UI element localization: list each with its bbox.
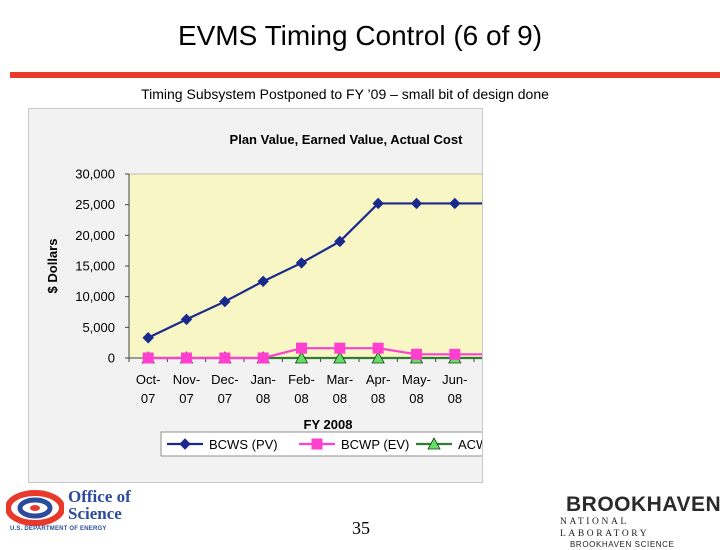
data-point-bcws-pv bbox=[180, 313, 193, 326]
brookhaven-subtitle: NATIONAL LABORATORY bbox=[560, 517, 650, 539]
data-point-acwp-ac bbox=[294, 351, 309, 364]
office-of-science-logo: Office of Science U.S. DEPARTMENT OF ENE… bbox=[4, 488, 154, 534]
data-point-bcws-pv bbox=[410, 197, 423, 210]
chart-title: Plan Value, Earned Value, Actual Cost bbox=[230, 132, 464, 147]
legend-marker-bcwp-ev bbox=[311, 438, 323, 450]
legend-label-bcws-pv: BCWS (PV) bbox=[209, 437, 278, 452]
y-tick-label: 15,000 bbox=[75, 259, 115, 274]
x-tick-label-year: 08 bbox=[448, 391, 462, 406]
series-line-bcwp-ev bbox=[148, 347, 482, 360]
data-point-acwp-ac bbox=[333, 351, 347, 364]
doe-tagline: U.S. DEPARTMENT OF ENERGY bbox=[10, 526, 107, 532]
data-point-bcwp-ev bbox=[334, 342, 346, 354]
legend-label-acwp-ac: ACWP (AC) bbox=[458, 437, 482, 452]
data-point-bcwp-ev bbox=[296, 342, 307, 354]
data-point-bcwp-ev bbox=[257, 352, 269, 364]
data-point-bcwp-ev bbox=[411, 348, 422, 360]
title-rule bbox=[10, 72, 720, 78]
x-tick-label-year: 08 bbox=[333, 391, 347, 406]
slide-subtitle: Timing Subsystem Postponed to FY ’09 – s… bbox=[141, 86, 549, 102]
brookhaven-tagline: BROOKHAVEN SCIENCE bbox=[570, 540, 675, 549]
x-tick-label-month: Feb- bbox=[288, 372, 315, 387]
x-tick-label-year: 08 bbox=[256, 391, 270, 406]
y-tick-label: 20,000 bbox=[75, 228, 115, 243]
data-point-bcwp-ev bbox=[142, 352, 154, 364]
x-tick-label-month: Oct- bbox=[136, 372, 161, 387]
data-point-bcws-pv bbox=[219, 295, 231, 308]
line-chart: Plan Value, Earned Value, Actual Cost 0 5,… bbox=[45, 132, 482, 457]
page-number: 35 bbox=[352, 518, 370, 538]
data-point-bcwp-ev bbox=[219, 352, 231, 364]
plot-area bbox=[128, 173, 482, 359]
legend-label-bcwp-ev: BCWP (EV) bbox=[341, 437, 409, 452]
x-tick-label-month: Nov- bbox=[173, 372, 200, 387]
x-tick-label-year: 07 bbox=[218, 391, 232, 406]
x-tick-label-month: May- bbox=[402, 372, 431, 387]
legend-marker-bcws-pv bbox=[179, 438, 191, 450]
y-tick-label: 10,000 bbox=[75, 289, 115, 304]
x-tick-label-month: Dec- bbox=[211, 372, 238, 387]
brookhaven-logo: BROOKHAVEN NATIONAL LABORATORY BROOKHAVE… bbox=[560, 494, 720, 550]
x-tick-label-month: Apr- bbox=[366, 372, 391, 387]
data-point-bcws-pv bbox=[295, 257, 308, 269]
data-point-bcws-pv bbox=[372, 197, 384, 210]
data-point-bcwp-ev bbox=[372, 342, 384, 354]
office-of-science-line2: Science bbox=[68, 504, 122, 523]
office-of-science-swirl-icon bbox=[6, 490, 64, 526]
data-point-bcws-pv bbox=[142, 332, 154, 344]
x-axis-label: FY 2008 bbox=[304, 417, 353, 432]
slide-title: EVMS Timing Control (6 of 9) bbox=[177, 20, 543, 51]
data-point-acwp-ac bbox=[371, 351, 385, 364]
data-point-bcwp-ev bbox=[181, 352, 192, 364]
x-tick-label-year: 08 bbox=[294, 391, 308, 406]
y-tick-label: 0 bbox=[108, 351, 115, 366]
data-point-bcws-pv bbox=[257, 275, 269, 288]
data-point-bcws-pv bbox=[334, 235, 346, 248]
x-tick-label-year: 07 bbox=[179, 391, 193, 406]
x-tick-label-month: Mar- bbox=[326, 372, 353, 387]
x-tick-label-month: Jan- bbox=[251, 372, 276, 387]
legend-marker-acwp-ac bbox=[427, 437, 441, 450]
x-tick-label-year: 08 bbox=[409, 391, 423, 406]
y-axis-label: $ Dollars bbox=[45, 239, 60, 294]
office-of-science-text: Office of Science bbox=[68, 488, 131, 522]
chart-container: Plan Value, Earned Value, Actual Cost 0 5,… bbox=[28, 108, 483, 483]
office-of-science-line1: Office of bbox=[68, 487, 131, 506]
y-tick-label: 30,000 bbox=[75, 167, 115, 182]
brookhaven-name: BROOKHAVEN bbox=[566, 493, 720, 516]
x-tick-label-month: Jun- bbox=[442, 372, 467, 387]
x-tick-label-year: 07 bbox=[141, 391, 155, 406]
data-point-bcws-pv bbox=[449, 197, 461, 210]
series-line-bcws-pv bbox=[147, 202, 482, 339]
data-point-bcwp-ev bbox=[449, 348, 461, 360]
y-tick-label: 25,000 bbox=[75, 197, 115, 212]
y-tick-label: 5,000 bbox=[82, 320, 115, 335]
x-tick-label-year: 08 bbox=[371, 391, 385, 406]
